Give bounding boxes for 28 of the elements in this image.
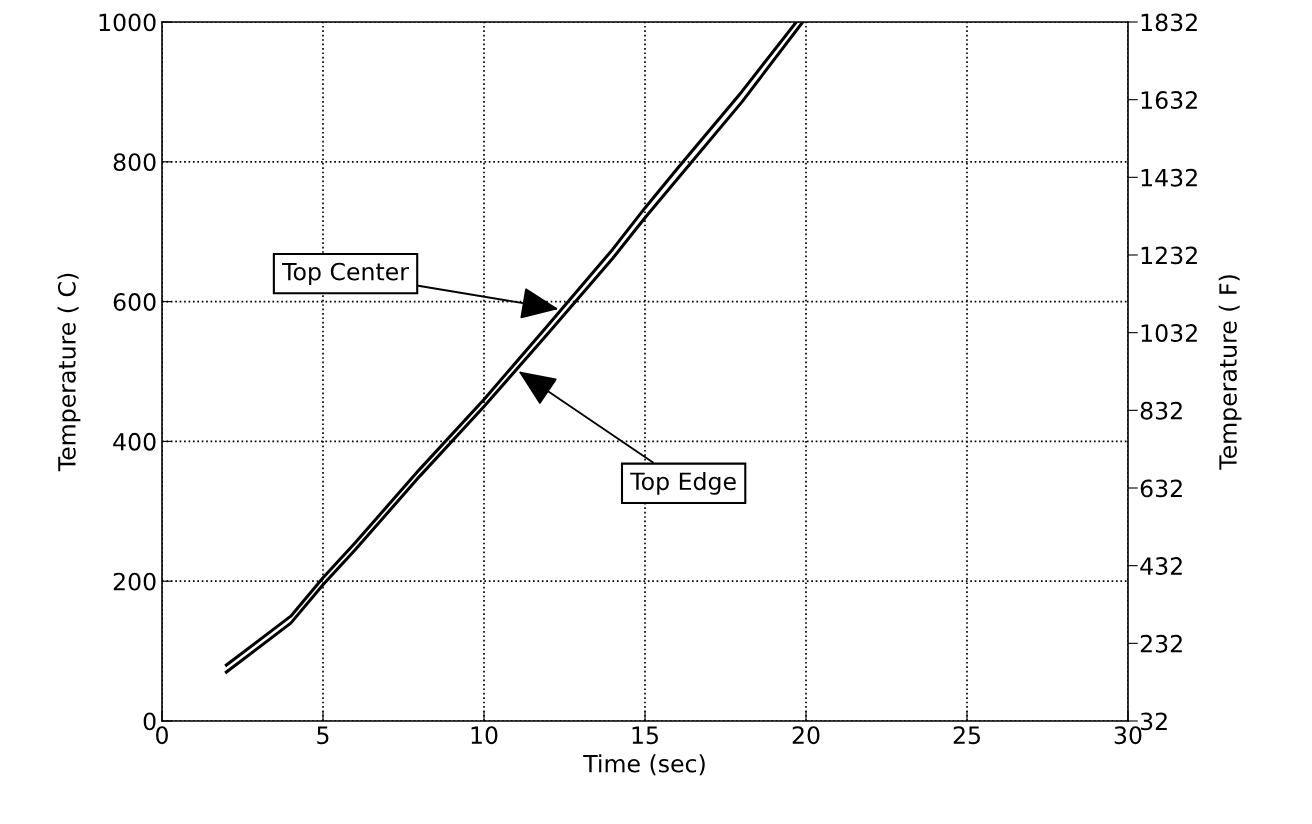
y2-tick-label: 632 xyxy=(1140,479,1182,498)
y2-tick-label: 1832 xyxy=(1141,13,1197,32)
y2-tick-label: 1432 xyxy=(1141,168,1197,187)
x-tick-label: 30 xyxy=(1114,726,1142,745)
y2-tick-label: 1632 xyxy=(1141,91,1197,109)
y-tick-label: 200 xyxy=(113,572,156,591)
x-tick-label: 0 xyxy=(156,726,168,745)
y-tick-label: 1000 xyxy=(99,13,156,32)
text: Top Center xyxy=(282,262,409,286)
x-tick-label: 20 xyxy=(792,726,820,745)
y2-tick-label: 432 xyxy=(1140,557,1182,575)
text: Top Edge xyxy=(630,471,736,495)
y2-tick-label: 32 xyxy=(1140,712,1167,731)
x-tick-label: 5 xyxy=(317,726,329,745)
x-tick-label: 10 xyxy=(471,726,498,745)
y2-tick-label: 232 xyxy=(1140,634,1182,653)
x-axis-title: Time (sec) xyxy=(583,754,705,776)
y2-tick-label: 1232 xyxy=(1141,246,1197,265)
y2-axis-title: Temperature ( F) xyxy=(1218,275,1242,470)
y-axis-title: Temperature ( C) xyxy=(57,273,81,472)
y-tick-label: 0 xyxy=(143,712,156,731)
y-tick-label: 800 xyxy=(113,153,156,172)
y2-tick-label: 832 xyxy=(1140,401,1182,420)
x-tick-label: 15 xyxy=(632,726,658,745)
y-tick-label: 400 xyxy=(113,432,156,451)
y2-tick-label: 1032 xyxy=(1141,324,1197,342)
x-tick-label: 25 xyxy=(953,726,980,745)
y-tick-label: 600 xyxy=(113,293,156,311)
